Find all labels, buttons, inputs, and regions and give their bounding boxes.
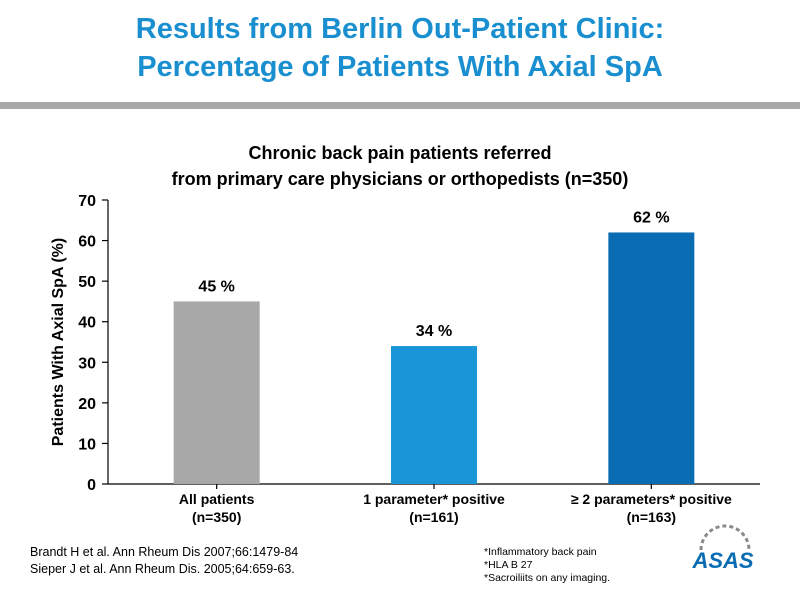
asas-logo-text: ASAS: [691, 548, 753, 573]
reference-2: Sieper J et al. Ann Rheum Dis. 2005;64:6…: [30, 562, 295, 576]
x-tick-label: (n=163): [627, 509, 676, 525]
footnote-1: *Inflammatory back pain: [484, 546, 597, 558]
chart-title-line-2: from primary care physicians or orthoped…: [172, 169, 629, 189]
bar-value-label: 62 %: [633, 209, 669, 226]
bar: [391, 346, 477, 484]
footnote-3: *Sacroiliits on any imaging.: [484, 572, 611, 584]
y-tick-label: 10: [78, 436, 96, 453]
slide-title: Results from Berlin Out-Patient Clinic: …: [0, 10, 800, 86]
footnotes: *Inflammatory back pain *HLA B 27 *Sacro…: [484, 546, 610, 585]
asas-logo-emblem: [699, 524, 751, 551]
x-tick-label: 1 parameter* positive: [363, 491, 505, 507]
y-tick-label: 20: [78, 396, 96, 413]
x-tick-label: All patients: [179, 491, 255, 507]
y-tick-label: 0: [87, 477, 96, 494]
chart-title-line-1: Chronic back pain patients referred: [248, 143, 551, 163]
footnote-2: *HLA B 27: [484, 559, 533, 571]
y-tick-label: 60: [78, 234, 96, 251]
bar: [608, 232, 695, 484]
bar-value-label: 45 %: [198, 278, 234, 295]
x-tick-label: (n=161): [409, 509, 458, 525]
y-tick-label: 30: [78, 355, 96, 372]
slide-title-line-2: Percentage of Patients With Axial SpA: [137, 51, 663, 83]
x-tick-label: ≥ 2 parameters* positive: [571, 491, 732, 507]
bar-chart: Chronic back pain patients referred from …: [50, 143, 760, 525]
x-tick-label: (n=350): [192, 509, 241, 525]
y-tick-label: 40: [78, 315, 96, 332]
references: Brandt H et al. Ann Rheum Dis 2007;66:14…: [30, 544, 298, 578]
bar-value-label: 34 %: [416, 323, 452, 340]
y-axis-label: Patients With Axial SpA (%): [50, 238, 67, 446]
y-tick-label: 70: [78, 193, 96, 210]
bar: [173, 301, 260, 484]
reference-1: Brandt H et al. Ann Rheum Dis 2007;66:14…: [30, 545, 299, 559]
title-divider: [0, 102, 800, 109]
y-tick-label: 50: [78, 274, 96, 291]
asas-logo: ASAS: [691, 524, 754, 573]
slide-title-line-1: Results from Berlin Out-Patient Clinic:: [135, 13, 665, 45]
